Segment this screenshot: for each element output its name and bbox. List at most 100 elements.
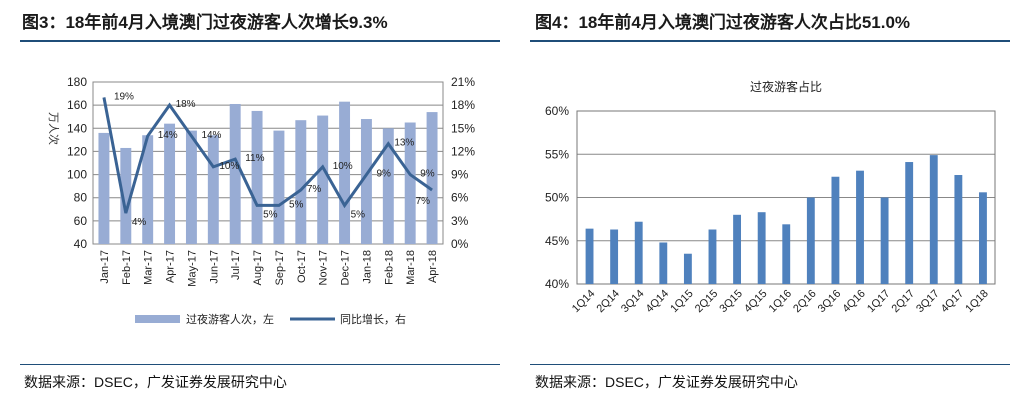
y-tick-label: 55% xyxy=(545,147,569,161)
bar xyxy=(806,197,815,284)
x-tick-label: 1Q15 xyxy=(668,288,696,316)
left-title-rule xyxy=(20,40,500,42)
y-tick-label: 140 xyxy=(67,121,87,135)
x-tick-label: Mar-17 xyxy=(143,250,155,285)
x-tick-label: 1Q18 xyxy=(963,288,991,316)
y2-tick-label: 15% xyxy=(451,121,475,135)
data-label: 5% xyxy=(289,199,304,210)
data-label: 13% xyxy=(394,138,414,149)
data-label: 10% xyxy=(333,161,353,172)
bar xyxy=(610,229,619,284)
data-label: 9% xyxy=(376,169,391,180)
bar xyxy=(339,101,351,245)
x-tick-label: Apr-18 xyxy=(427,250,439,283)
y-tick-label: 180 xyxy=(67,75,87,89)
data-label: 7% xyxy=(307,184,322,195)
plot-frame xyxy=(92,81,444,245)
y2-tick-label: 0% xyxy=(451,237,469,251)
y-tick-label: 45% xyxy=(545,234,569,248)
legend-bar-swatch xyxy=(135,315,180,323)
legend-bar-label: 过夜游客人次，左 xyxy=(186,312,274,326)
bar xyxy=(905,162,914,284)
y-tick-label: 160 xyxy=(67,98,87,112)
y-tick-label: 80 xyxy=(74,191,88,205)
bar xyxy=(317,115,329,244)
x-tick-label: 3Q15 xyxy=(717,288,745,316)
bar xyxy=(979,192,987,284)
bar xyxy=(757,212,766,284)
x-tick-label: Mar-18 xyxy=(405,250,417,285)
y-tick-label: 100 xyxy=(67,168,87,182)
bar xyxy=(708,229,717,284)
x-tick-label: 4Q17 xyxy=(939,288,967,316)
bar xyxy=(251,110,263,244)
y-tick-label: 50% xyxy=(545,191,569,205)
bar xyxy=(360,119,372,244)
chart-title: 过夜游客占比 xyxy=(750,79,822,94)
y2-tick-label: 3% xyxy=(451,214,469,228)
x-tick-label: 3Q17 xyxy=(914,288,942,316)
data-label: 14% xyxy=(158,130,178,141)
y2-tick-label: 12% xyxy=(451,144,475,158)
bar xyxy=(229,103,241,244)
x-tick-label: 4Q14 xyxy=(644,288,672,316)
bar xyxy=(207,135,219,244)
x-tick-label: Apr-17 xyxy=(165,250,177,283)
x-tick-label: Jul-17 xyxy=(230,250,242,280)
bar xyxy=(142,135,154,244)
bar xyxy=(733,214,742,284)
left-footer-rule xyxy=(20,364,500,365)
y-tick-label: 120 xyxy=(67,144,87,158)
x-tick-label: May-17 xyxy=(186,250,198,287)
data-label: 5% xyxy=(263,209,278,220)
x-tick-label: 4Q16 xyxy=(840,288,868,316)
x-tick-label: Nov-17 xyxy=(318,250,330,285)
data-label: 10% xyxy=(219,161,239,172)
y2-tick-label: 9% xyxy=(451,168,469,182)
x-tick-label: 3Q16 xyxy=(816,288,844,316)
x-tick-label: 1Q16 xyxy=(767,288,795,316)
y-tick-label: 40 xyxy=(74,237,88,251)
x-tick-label: 2Q17 xyxy=(890,288,918,316)
x-tick-label: 3Q14 xyxy=(619,288,647,316)
bar xyxy=(782,224,791,284)
x-tick-label: Aug-17 xyxy=(252,250,264,285)
x-tick-label: Jan-17 xyxy=(99,250,111,284)
data-label: 18% xyxy=(176,99,196,110)
bar xyxy=(954,175,963,284)
x-tick-label: Oct-17 xyxy=(296,250,308,283)
y-tick-label: 40% xyxy=(545,277,569,291)
bar xyxy=(98,132,110,244)
bar xyxy=(634,221,643,284)
legend-line-label: 同比增长，右 xyxy=(340,312,406,326)
x-tick-label: 1Q17 xyxy=(865,288,893,316)
right-title-rule xyxy=(530,40,1010,42)
right-source: 数据来源：DSEC，广发证券发展研究中心 xyxy=(535,374,798,390)
y-tick-label: 60% xyxy=(545,104,569,118)
bar xyxy=(585,228,594,284)
bar xyxy=(164,123,176,244)
bar xyxy=(273,130,285,244)
growth-line xyxy=(102,97,433,214)
x-tick-label: 2Q14 xyxy=(594,288,622,316)
x-tick-label: 2Q15 xyxy=(693,288,721,316)
data-label: 9% xyxy=(420,169,435,180)
data-label: 11% xyxy=(245,153,264,164)
y2-tick-label: 6% xyxy=(451,191,469,205)
bar xyxy=(880,197,889,284)
right-chart-title: 图4：18年前4月入境澳门过夜游客人次占比51.0% xyxy=(535,13,911,32)
bar xyxy=(295,120,307,244)
bar xyxy=(404,122,416,244)
x-tick-label: Feb-17 xyxy=(121,250,133,285)
bar xyxy=(683,253,692,284)
data-label: 14% xyxy=(201,130,221,141)
x-tick-label: Feb-18 xyxy=(383,250,395,285)
data-label: 7% xyxy=(416,196,431,207)
right-footer-rule xyxy=(530,364,1010,365)
bar xyxy=(382,128,394,244)
bar xyxy=(185,130,197,244)
x-tick-label: Dec-17 xyxy=(340,250,352,285)
x-tick-label: 1Q14 xyxy=(570,288,598,316)
y2-tick-label: 21% xyxy=(451,75,475,89)
